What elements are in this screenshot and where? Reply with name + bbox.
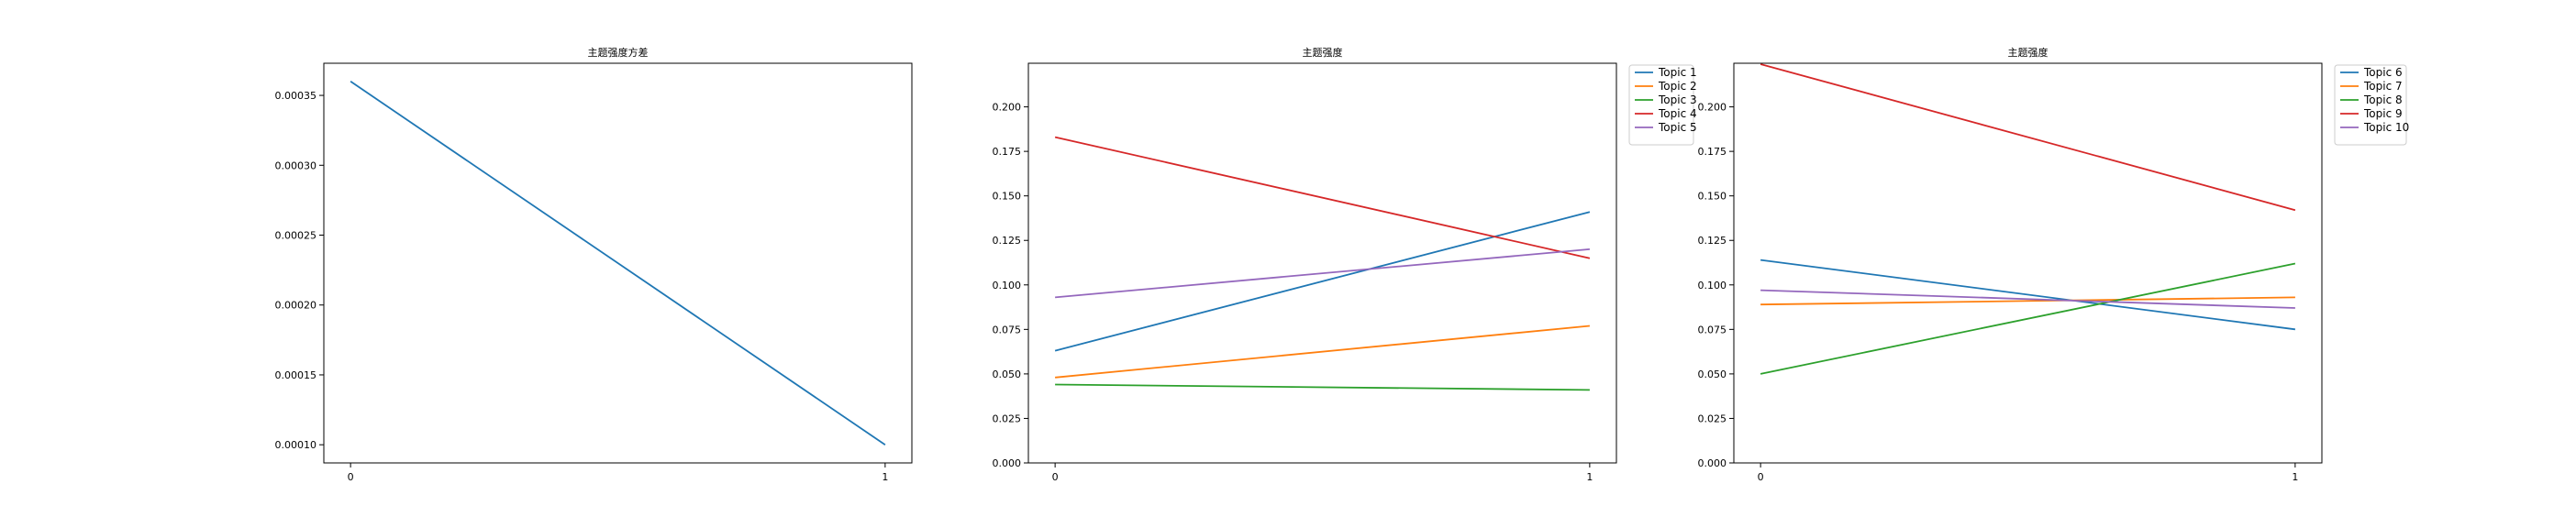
series-line-1 bbox=[1760, 258, 2296, 331]
x-tick-label: 0 bbox=[1758, 471, 1764, 483]
y-tick-label: 0.200 bbox=[993, 102, 1022, 114]
legend-box bbox=[2334, 64, 2407, 146]
series-line-1 bbox=[1054, 211, 1591, 352]
series-line-4 bbox=[1760, 63, 2296, 212]
y-tick-label: 0.125 bbox=[1698, 235, 1727, 247]
y-tick-label: 0.150 bbox=[993, 191, 1022, 203]
y-tick-label: 0.200 bbox=[1698, 102, 1727, 114]
legend-entry: Topic 8 bbox=[2363, 94, 2403, 106]
legend-entry: Topic 5 bbox=[1658, 121, 1697, 134]
x-tick-label: 1 bbox=[2292, 471, 2298, 483]
legend-entry: Topic 6 bbox=[2363, 66, 2403, 79]
axes-frame bbox=[1733, 62, 2323, 464]
legend-entry: Topic 3 bbox=[1658, 94, 1697, 106]
y-tick-label: 0.00010 bbox=[275, 439, 317, 451]
x-tick-label: 0 bbox=[1052, 471, 1059, 483]
axes-frame bbox=[323, 62, 913, 464]
y-tick-label: 0.000 bbox=[1698, 457, 1727, 469]
y-tick-label: 0.00025 bbox=[275, 230, 317, 242]
chart-panel-3: 主题强度 0 1 0.000 0.025 0.050 0.075 0.100 0.125 0.15… bbox=[1698, 46, 2410, 483]
x-tick-label: 0 bbox=[348, 471, 354, 483]
series-line-2 bbox=[1760, 296, 2295, 306]
y-tick-label: 0.100 bbox=[993, 280, 1022, 292]
series-line-5 bbox=[1055, 248, 1590, 299]
series-line-2 bbox=[1055, 324, 1590, 379]
y-tick-label: 0.150 bbox=[1698, 191, 1727, 203]
axes-frame bbox=[1027, 62, 1617, 464]
y-tick-label: 0.00035 bbox=[275, 90, 317, 102]
y-tick-label: 0.00015 bbox=[275, 369, 317, 381]
legend-box bbox=[1628, 64, 1694, 146]
x-tick-label: 1 bbox=[1586, 471, 1593, 483]
y-tick-label: 0.175 bbox=[993, 146, 1022, 158]
series-line-3 bbox=[1055, 383, 1590, 391]
y-tick-label: 0.050 bbox=[1698, 368, 1727, 380]
chart-title: 主题强度 bbox=[1303, 46, 1343, 59]
legend-entry: Topic 1 bbox=[1658, 66, 1697, 79]
legend-entry: Topic 9 bbox=[2363, 107, 2403, 120]
y-tick-label: 0.025 bbox=[1698, 412, 1727, 424]
y-tick-label: 0.050 bbox=[993, 368, 1022, 380]
y-tick-label: 0.00020 bbox=[275, 300, 317, 312]
chart-title: 主题强度 bbox=[2008, 46, 2049, 59]
legend-entry: Topic 4 bbox=[1658, 107, 1697, 120]
y-tick-label: 0.125 bbox=[993, 235, 1022, 247]
legend-entry: Topic 2 bbox=[1658, 80, 1697, 93]
y-tick-label: 0.025 bbox=[993, 412, 1022, 424]
chart-panel-1: 主题强度方差 0 1 0.00010 0.00015 0.00020 0.00025 0.00… bbox=[275, 46, 913, 483]
x-tick-label: 1 bbox=[882, 471, 888, 483]
series-line-5 bbox=[1760, 289, 2295, 309]
y-tick-label: 0.175 bbox=[1698, 146, 1727, 158]
series-line-3 bbox=[1760, 262, 2296, 375]
series-line-1 bbox=[350, 81, 886, 446]
y-tick-label: 0.100 bbox=[1698, 280, 1727, 292]
legend-entry: Topic 10 bbox=[2363, 121, 2409, 134]
y-tick-label: 0.075 bbox=[993, 324, 1022, 336]
chart-title: 主题强度方差 bbox=[588, 46, 649, 59]
chart-panel-2: 主题强度 0 1 0.000 0.025 0.050 0.075 0.100 0.125 0.15… bbox=[993, 46, 1697, 483]
y-tick-label: 0.075 bbox=[1698, 324, 1727, 336]
series-line-4 bbox=[1054, 136, 1591, 259]
y-tick-label: 0.000 bbox=[993, 457, 1022, 469]
y-tick-label: 0.00030 bbox=[275, 160, 317, 171]
legend-entry: Topic 7 bbox=[2363, 80, 2403, 93]
